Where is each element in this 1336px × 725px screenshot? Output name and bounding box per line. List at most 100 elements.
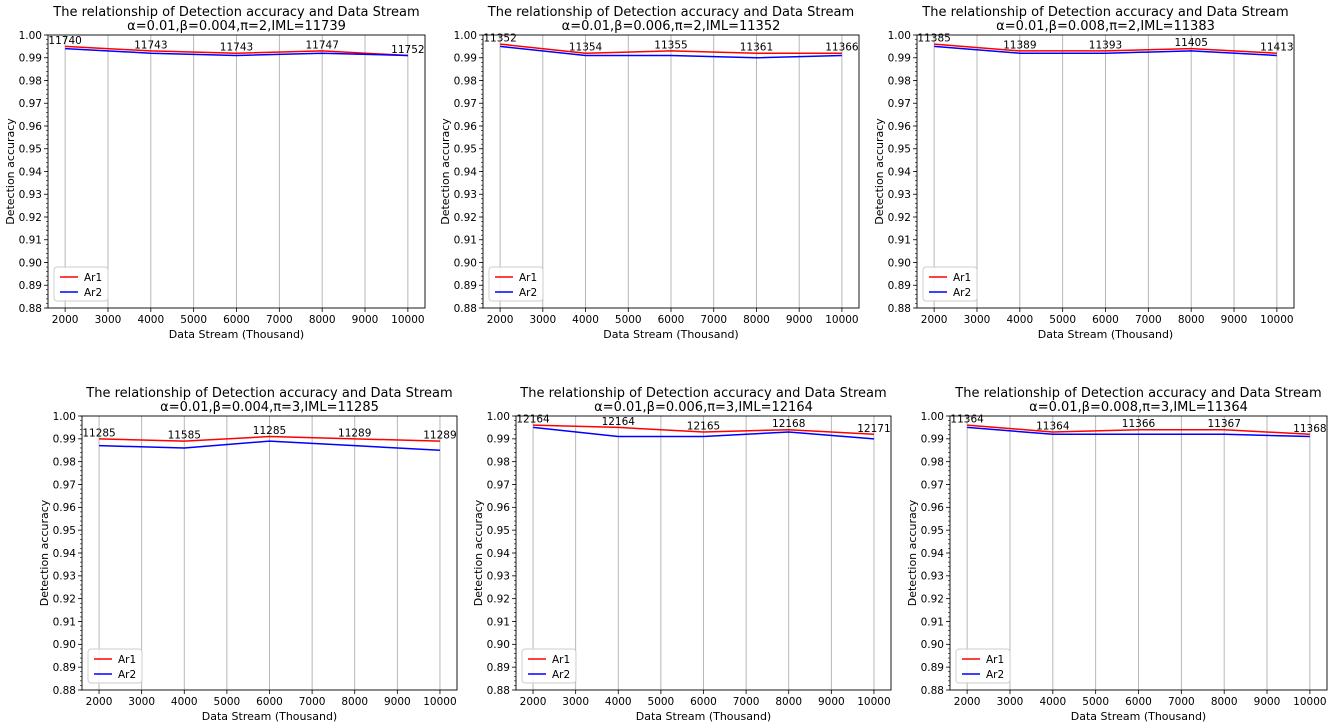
y-tick-label: 0.93 — [19, 189, 42, 201]
data-label: 11285 — [82, 427, 115, 439]
chart-title: The relationship of Detection accuracy a… — [954, 386, 1321, 401]
y-tick-label: 0.96 — [487, 502, 511, 514]
y-tick-label: 0.93 — [454, 189, 477, 201]
x-tick-label: 5000 — [1082, 696, 1109, 708]
chart-subtitle: α=0.01,β=0.008,π=2,IML=11383 — [996, 19, 1215, 34]
data-label: 11368 — [1293, 423, 1326, 435]
series-line-ar1 — [65, 45, 408, 57]
y-tick-label: 0.91 — [921, 616, 944, 628]
data-label: 11393 — [1089, 39, 1122, 51]
x-tick-label: 6000 — [658, 314, 685, 326]
data-label: 11385 — [917, 33, 950, 45]
y-tick-label: 1.00 — [454, 30, 477, 42]
x-tick-label: 7000 — [1135, 314, 1162, 326]
y-tick-label: 0.88 — [53, 685, 76, 697]
x-tick-label: 8000 — [743, 314, 770, 326]
y-tick-label: 1.00 — [888, 30, 911, 42]
data-label: 11289 — [423, 430, 456, 442]
chart-title: The relationship of Detection accuracy a… — [85, 386, 452, 401]
x-tick-label: 7000 — [733, 696, 760, 708]
x-tick-label: 10000 — [423, 696, 456, 708]
x-tick-label: 7000 — [299, 696, 326, 708]
legend-label: Ar2 — [552, 669, 570, 681]
plot-frame — [515, 415, 892, 691]
y-tick-label: 0.94 — [454, 166, 478, 178]
y-tick-label: 0.94 — [19, 166, 43, 178]
legend-label: Ar2 — [118, 669, 136, 681]
x-axis-label: Data Stream (Thousand) — [636, 710, 771, 723]
y-tick-label: 0.93 — [487, 571, 510, 583]
y-tick-label: 0.91 — [19, 235, 42, 247]
y-tick-label: 0.92 — [888, 212, 911, 224]
x-tick-label: 10000 — [825, 314, 858, 326]
y-tick-label: 0.95 — [19, 144, 42, 156]
y-tick-label: 0.94 — [888, 166, 912, 178]
y-tick-label: 0.99 — [454, 53, 477, 65]
y-tick-label: 0.98 — [888, 75, 911, 87]
data-label: 11743 — [220, 42, 253, 54]
data-label: 11364 — [1036, 420, 1070, 432]
plot-frame — [482, 34, 860, 309]
y-tick-label: 1.00 — [19, 30, 42, 42]
chart-subtitle: α=0.01,β=0.006,π=3,IML=12164 — [594, 400, 813, 415]
chart-subtitle: α=0.01,β=0.008,π=3,IML=11364 — [1029, 400, 1248, 415]
series-line-ar2 — [99, 440, 440, 451]
x-tick-label: 5000 — [214, 696, 241, 708]
data-label: 11364 — [950, 414, 984, 426]
data-label: 11367 — [1207, 418, 1240, 430]
x-tick-label: 6000 — [690, 696, 717, 708]
y-tick-label: 1.00 — [487, 411, 510, 423]
x-tick-label: 5000 — [1049, 314, 1076, 326]
x-tick-label: 10000 — [857, 696, 890, 708]
legend-label: Ar1 — [519, 272, 537, 284]
legend-label: Ar1 — [552, 654, 570, 666]
y-tick-label: 0.96 — [53, 502, 77, 514]
data-label: 11361 — [740, 42, 773, 54]
x-tick-label: 4000 — [171, 696, 198, 708]
y-tick-label: 0.92 — [487, 593, 510, 605]
data-label: 11366 — [825, 42, 859, 54]
data-label: 11389 — [1003, 39, 1036, 51]
legend-label: Ar2 — [986, 669, 1004, 681]
y-tick-label: 0.97 — [487, 479, 510, 491]
x-tick-label: 7000 — [266, 314, 293, 326]
y-tick-label: 0.95 — [454, 144, 477, 156]
y-tick-label: 0.90 — [921, 639, 944, 651]
data-label: 12164 — [602, 416, 636, 428]
series-line-ar1 — [967, 424, 1310, 436]
y-axis-label: Detection accuracy — [38, 499, 51, 606]
y-tick-label: 0.93 — [888, 189, 911, 201]
chart-title: The relationship of Detection accuracy a… — [487, 5, 854, 20]
chart-panel-5: 0.88 0.89 0.90 0.91 0.92 0.93 0.94 0.95 0.96 0.97… — [472, 386, 892, 723]
x-tick-label: 10000 — [1293, 696, 1326, 708]
x-tick-label: 4000 — [572, 314, 599, 326]
chart-title: The relationship of Detection accuracy a… — [921, 5, 1288, 20]
x-tick-label: 3000 — [529, 314, 556, 326]
y-tick-label: 0.97 — [19, 98, 42, 110]
data-label: 11285 — [253, 425, 286, 437]
y-tick-label: 0.88 — [888, 303, 911, 315]
y-axis-label: Detection accuracy — [472, 499, 485, 606]
y-tick-label: 0.91 — [487, 616, 510, 628]
y-tick-label: 0.90 — [53, 639, 76, 651]
y-tick-label: 0.94 — [487, 548, 511, 560]
x-tick-label: 3000 — [964, 314, 991, 326]
y-tick-label: 0.97 — [888, 98, 911, 110]
x-axis-label: Data Stream (Thousand) — [1071, 710, 1206, 723]
y-tick-label: 0.98 — [53, 456, 76, 468]
data-label: 12164 — [516, 414, 550, 426]
x-tick-label: 7000 — [700, 314, 727, 326]
data-label: 11405 — [1174, 37, 1207, 49]
legend-label: Ar1 — [986, 654, 1004, 666]
x-tick-label: 3000 — [95, 314, 122, 326]
series-line-ar1 — [533, 424, 874, 436]
plot-frame — [81, 415, 458, 691]
y-tick-label: 0.96 — [454, 121, 478, 133]
y-tick-label: 0.88 — [921, 685, 944, 697]
x-tick-label: 2000 — [921, 314, 948, 326]
x-axis-label: Data Stream (Thousand) — [169, 328, 304, 341]
x-tick-label: 6000 — [223, 314, 250, 326]
